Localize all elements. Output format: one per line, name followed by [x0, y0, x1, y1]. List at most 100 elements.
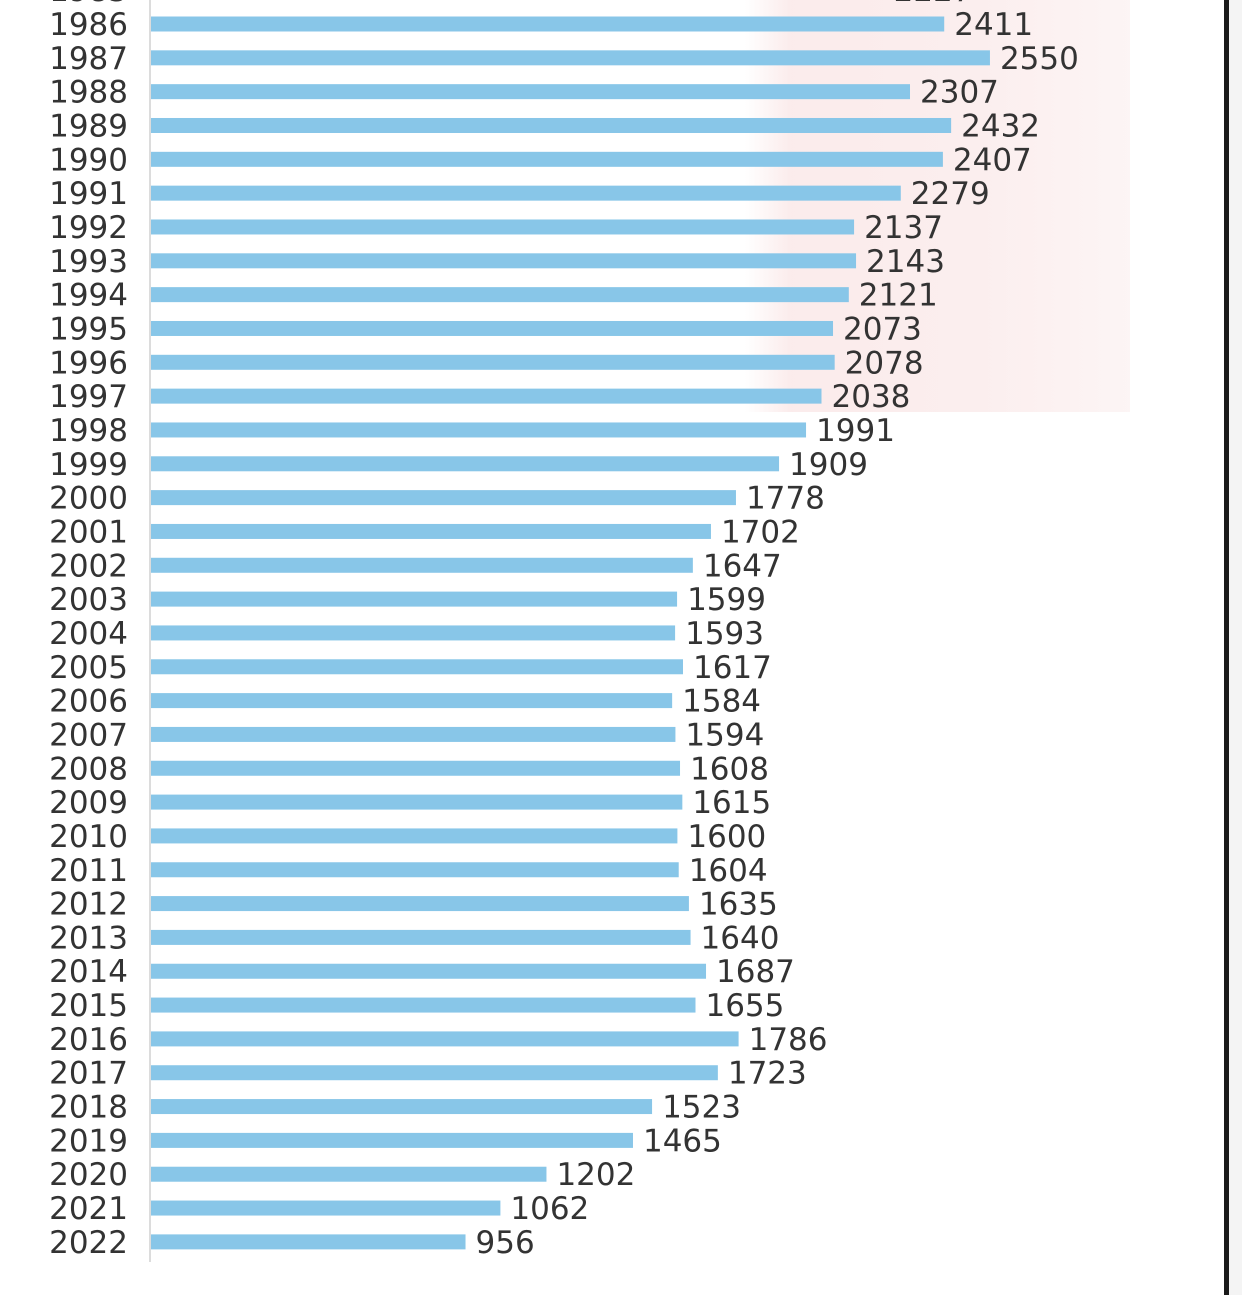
bar: [151, 997, 696, 1013]
data-label: 1593: [685, 616, 764, 652]
category-label: 1991: [49, 176, 128, 212]
bar: [151, 625, 676, 641]
category-label: 2019: [49, 1123, 128, 1159]
bar: [151, 388, 822, 404]
data-label: 1702: [721, 514, 800, 550]
bar: [151, 1200, 501, 1216]
category-label: 2009: [49, 785, 128, 821]
category-label: 1986: [49, 7, 128, 43]
data-label: 2038: [832, 379, 911, 415]
bar: [151, 253, 857, 269]
data-label: 2550: [1000, 41, 1079, 77]
data-label: 2073: [843, 311, 922, 347]
data-label: 1786: [749, 1022, 828, 1058]
bar: [151, 896, 689, 912]
data-label: 1615: [692, 785, 771, 821]
category-label: 2004: [49, 616, 128, 652]
bar: [151, 1099, 653, 1115]
category-label: 1989: [49, 108, 128, 144]
data-label: 1604: [689, 853, 768, 889]
category-label: 2003: [49, 582, 128, 618]
category-label: 2001: [49, 514, 128, 550]
data-label: 1608: [690, 751, 769, 787]
data-label: 1584: [682, 684, 761, 720]
data-label: 2279: [911, 176, 990, 212]
data-label: 1465: [643, 1123, 722, 1159]
category-label: 1990: [49, 142, 128, 178]
category-label: 1999: [49, 447, 128, 483]
data-label: 1600: [687, 819, 766, 855]
data-label: 2411: [954, 7, 1033, 43]
data-label: 2407: [953, 142, 1032, 178]
bar: [151, 422, 807, 438]
bar: [151, 84, 911, 100]
bar: [151, 1166, 547, 1182]
category-label: 2018: [49, 1090, 128, 1126]
category-label: 2011: [49, 853, 128, 889]
data-label: 2137: [864, 210, 943, 246]
bar: [151, 320, 834, 336]
data-label: 1062: [510, 1191, 589, 1227]
bar: [151, 862, 679, 878]
bar: [151, 1031, 739, 1047]
category-label: 2012: [49, 887, 128, 923]
bar: [151, 726, 676, 742]
category-label: 2021: [49, 1191, 128, 1227]
bar: [151, 659, 683, 675]
category-label: 2016: [49, 1022, 128, 1058]
category-label: 1988: [49, 75, 128, 111]
data-label: 2078: [845, 345, 924, 381]
bar: [151, 1234, 466, 1250]
data-label: 2121: [859, 278, 938, 314]
data-label: 1723: [728, 1056, 807, 1092]
category-label: 2010: [49, 819, 128, 855]
frame-margin: [1229, 0, 1242, 1295]
category-label: 1996: [49, 345, 128, 381]
data-label: 1647: [703, 548, 782, 584]
category-label: 1992: [49, 210, 128, 246]
background-tint: [745, 0, 1130, 412]
category-label: 1987: [49, 41, 128, 77]
data-label: 1635: [699, 887, 778, 923]
category-label: 1997: [49, 379, 128, 415]
bar: [151, 151, 943, 167]
category-label: 2006: [49, 684, 128, 720]
bar: [151, 1132, 633, 1148]
category-label: 2008: [49, 751, 128, 787]
bar: [151, 828, 678, 844]
bar: [151, 523, 711, 539]
bar: [151, 1065, 718, 1081]
category-label: 1993: [49, 244, 128, 280]
category-label: 2013: [49, 920, 128, 956]
data-label: 1594: [685, 717, 764, 753]
category-label: 2005: [49, 650, 128, 686]
data-label: 1202: [556, 1157, 635, 1193]
data-label: 2307: [920, 75, 999, 111]
data-label: 1655: [705, 988, 784, 1024]
category-label: 1995: [49, 311, 128, 347]
category-label: 1998: [49, 413, 128, 449]
frame-border: [1224, 0, 1229, 1295]
category-label: 2022: [49, 1225, 128, 1261]
bar: [151, 693, 673, 709]
bar: [151, 591, 678, 607]
category-label: 2020: [49, 1157, 128, 1193]
data-label: 1687: [716, 954, 795, 990]
bar: [151, 219, 855, 235]
bar: [151, 50, 990, 66]
bar: [151, 117, 952, 133]
data-label: 1599: [687, 582, 766, 618]
data-label: 1640: [701, 920, 780, 956]
bar: [151, 490, 736, 506]
data-label: 1617: [693, 650, 772, 686]
category-label: 2000: [49, 481, 128, 517]
data-label: 1991: [816, 413, 895, 449]
bar: [151, 794, 683, 810]
category-label: 2014: [49, 954, 128, 990]
bar: [151, 287, 849, 303]
category-label: 2015: [49, 988, 128, 1024]
data-label: 2227: [894, 0, 973, 9]
bar: [151, 354, 835, 370]
data-label: 1523: [662, 1090, 741, 1126]
